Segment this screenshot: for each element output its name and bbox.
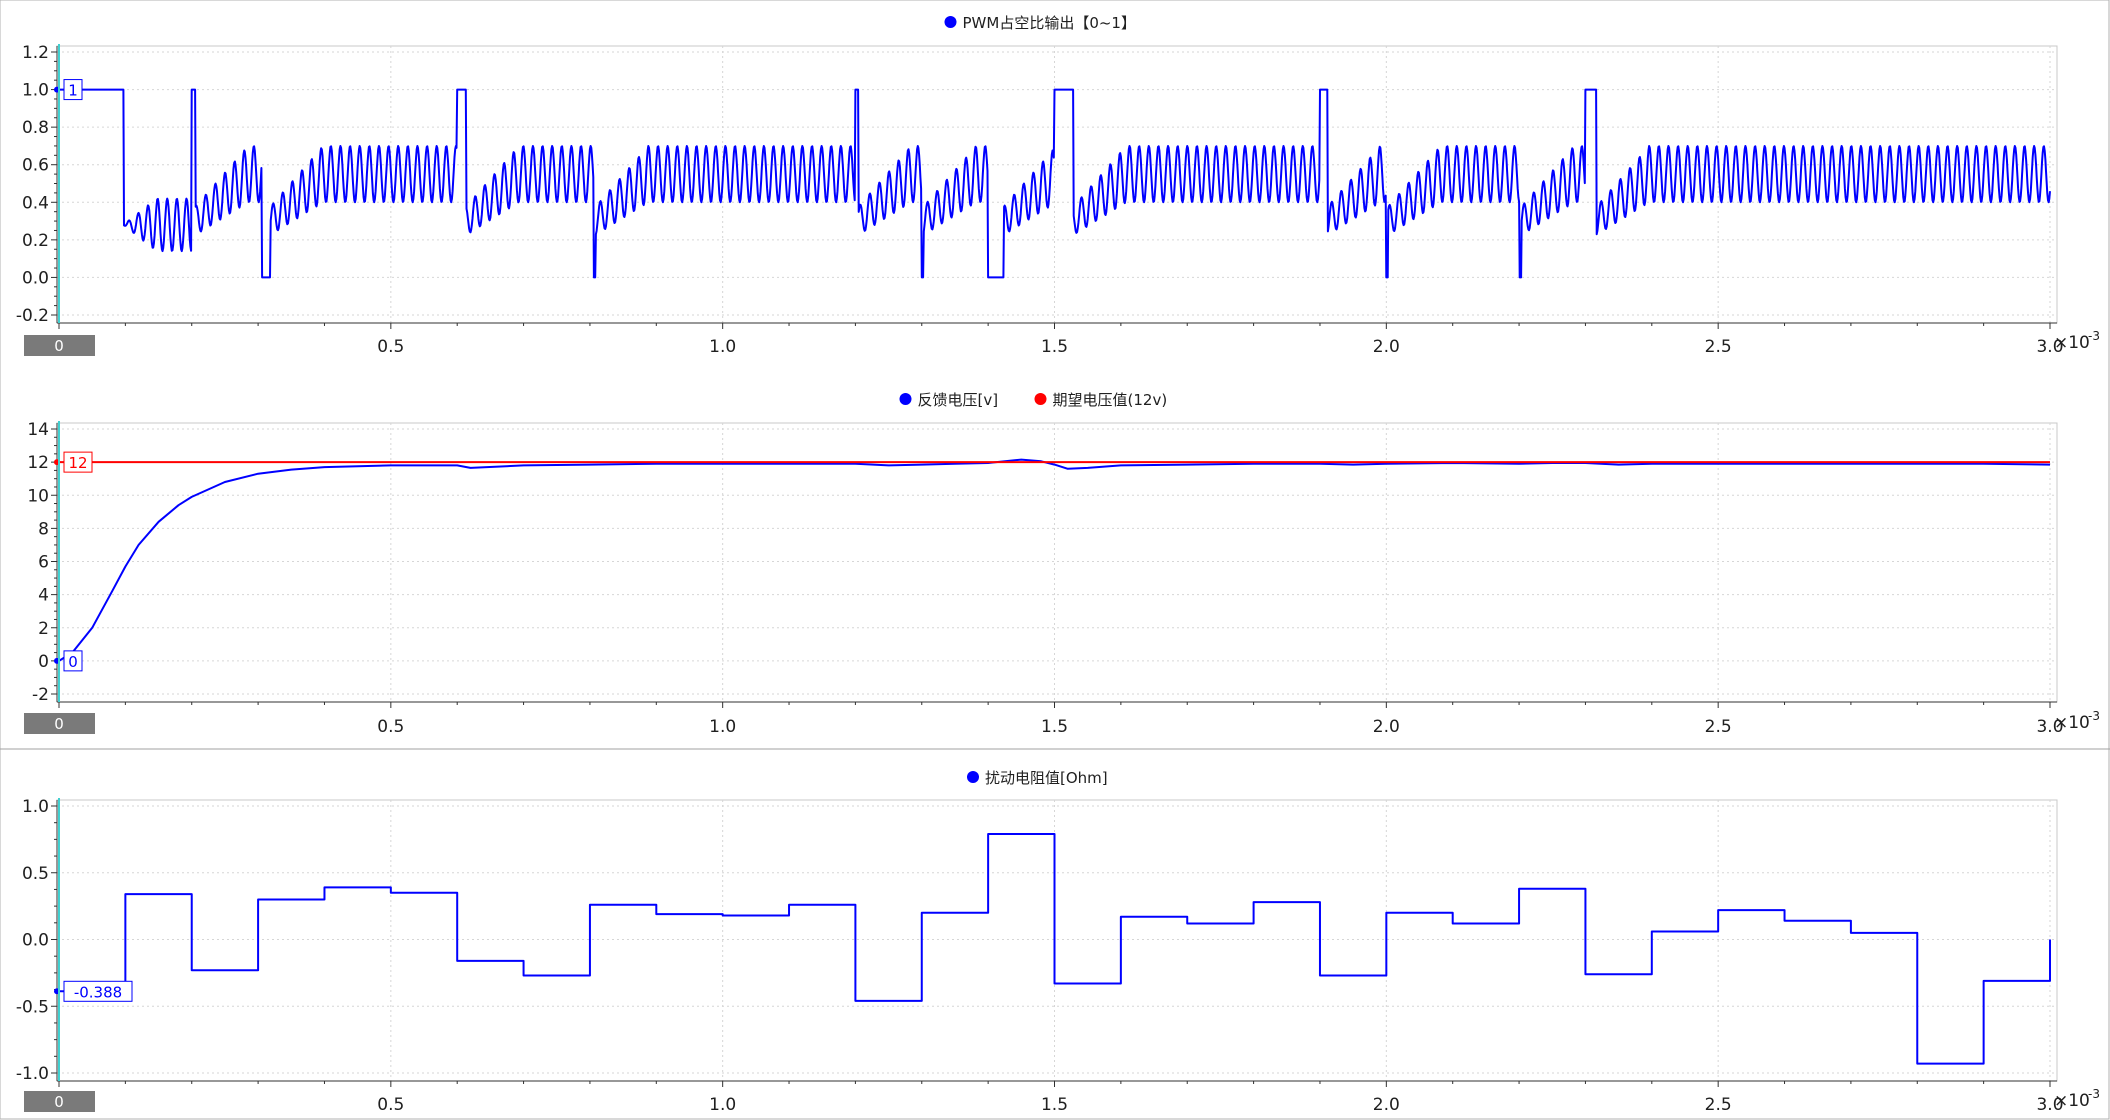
cursor-value-box [63, 980, 133, 1002]
y-tick-label: 6 [38, 553, 49, 573]
legend-marker [1034, 393, 1047, 405]
x-tick-label: 2.0 [1373, 337, 1400, 357]
chart-panel-2: -2 0 2 4 6 8 10 12 14 0.5 1.0 1.5 2.0 2.5 3.0×10-3 反馈电压… [24, 391, 2100, 737]
x-exponent-power: -3 [2088, 709, 2100, 723]
x-tick-label: 2.5 [1705, 717, 1732, 737]
y-tick-label: -0.2 [16, 306, 49, 326]
y-tick-label: 0.4 [22, 193, 49, 213]
x-tick-label: 2.0 [1373, 717, 1400, 737]
y-tick-label: 1.2 [22, 43, 49, 63]
y-tick-label: 0.5 [22, 864, 49, 884]
legend-marker [944, 16, 957, 28]
x-tick-label: 2.5 [1705, 337, 1732, 357]
chart-panel-3: -1.0 -0.5 0.0 0.5 1.0 0.5 1.0 1.5 2.0 2.5 3.0×10-3… [16, 769, 2100, 1115]
y-tick-label: 2 [38, 619, 49, 639]
cursor-value-label: 0 [68, 653, 78, 671]
y-tick-label: 4 [38, 586, 49, 606]
cursor-value-label: -0.388 [74, 983, 122, 1001]
legend-marker [967, 771, 979, 783]
x-tick-label: 1.0 [709, 337, 736, 357]
x-exponent-label: ×10 [2054, 333, 2090, 353]
cursor-value-box [63, 451, 93, 473]
chart-panel-1: -0.2 0.0 0.2 0.4 0.6 0.8 1.0 1.2 0.5 1.0 1.5 2.0 2.5… [16, 14, 2100, 357]
series-line [58, 458, 2051, 662]
x-exponent-label: ×10 [2054, 713, 2090, 733]
y-tick-label: 14 [27, 420, 49, 440]
x-tick-label: 2.0 [1373, 1095, 1400, 1115]
cursor-value-label: 1 [68, 82, 78, 100]
x-tick-label: 0.5 [377, 717, 404, 737]
x-tick-label: 1.0 [709, 717, 736, 737]
y-tick-label: 0.0 [22, 268, 49, 288]
cursor-x-label: 0 [54, 1093, 64, 1111]
cursor-x-box [24, 1091, 95, 1112]
legend-label: 期望电压值(12v) [1053, 391, 1168, 409]
y-tick-label: 1.0 [22, 81, 49, 101]
y-tick-label: 12 [27, 453, 49, 473]
x-tick-label: 1.0 [709, 1095, 736, 1115]
cursor-value-box [63, 79, 83, 101]
x-tick-label: 3.0 [2036, 337, 2063, 357]
x-exponent-power: -3 [2088, 1087, 2100, 1101]
x-tick-label: 0.5 [377, 337, 404, 357]
x-exponent-power: -3 [2088, 329, 2100, 343]
x-tick-label: 2.5 [1705, 1095, 1732, 1115]
cursor-x-box [24, 713, 95, 734]
x-tick-label: 0.5 [377, 1095, 404, 1115]
series-line [58, 88, 2051, 279]
x-tick-label: 1.5 [1041, 1095, 1068, 1115]
cursor-x-label: 0 [54, 715, 64, 733]
cursor-value-box [63, 650, 83, 672]
plot-area [56, 799, 2058, 1082]
y-tick-label: 0.6 [22, 156, 49, 176]
y-tick-label: -0.5 [16, 997, 49, 1017]
x-tick-label: 3.0 [2036, 1095, 2063, 1115]
cursor-value-label: 12 [68, 454, 87, 472]
y-tick-label: 10 [27, 486, 49, 506]
cursor-x-box [24, 335, 95, 356]
y-tick-label: 0.0 [22, 931, 49, 951]
x-tick-label: 1.5 [1041, 337, 1068, 357]
x-exponent-label: ×10 [2054, 1091, 2090, 1111]
legend-label: PWM占空比输出【0~1】 [963, 14, 1136, 32]
y-tick-label: 8 [38, 519, 49, 539]
legend-marker [899, 393, 912, 405]
x-tick-label: 3.0 [2036, 717, 2063, 737]
legend-label: 扰动电阻值[Ohm] [985, 769, 1108, 787]
cursor-x-label: 0 [54, 337, 64, 355]
y-tick-label: 0.2 [22, 231, 49, 251]
y-tick-label: 0.8 [22, 118, 49, 138]
y-tick-label: 0 [38, 652, 49, 672]
legend-label: 反馈电压[v] [918, 391, 999, 409]
y-tick-label: -2 [32, 685, 49, 705]
series-line [59, 833, 2051, 1065]
y-tick-label: -1.0 [16, 1064, 49, 1084]
y-tick-label: 1.0 [22, 797, 49, 817]
x-tick-label: 1.5 [1041, 717, 1068, 737]
